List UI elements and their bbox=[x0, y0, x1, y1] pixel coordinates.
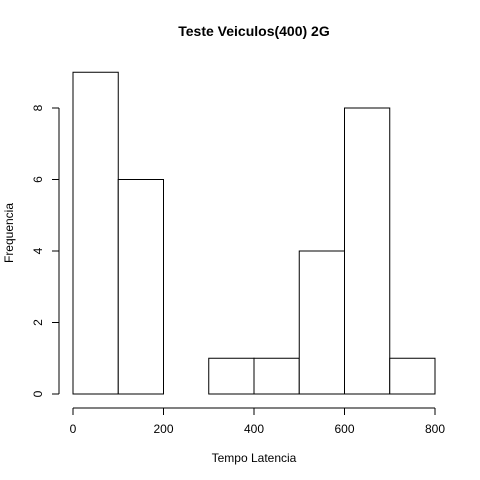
y-axis: 0 2 4 6 8 bbox=[31, 104, 60, 397]
histogram-bar bbox=[208, 357, 255, 395]
y-tick-label: 0 bbox=[31, 390, 45, 397]
histogram-bar bbox=[72, 71, 119, 395]
x-axis-label: Tempo Latencia bbox=[212, 451, 297, 465]
x-tick-label: 600 bbox=[334, 422, 354, 436]
histogram-bar bbox=[344, 107, 391, 395]
histogram-bar bbox=[117, 179, 164, 395]
histogram-bar bbox=[389, 357, 436, 395]
x-tick-label: 0 bbox=[70, 422, 77, 436]
y-tick-label: 2 bbox=[31, 319, 45, 326]
y-tick-label: 6 bbox=[31, 176, 45, 183]
y-tick-label: 4 bbox=[31, 247, 45, 254]
histogram-bar bbox=[298, 250, 345, 395]
x-axis: 0 200 400 600 800 bbox=[70, 407, 445, 436]
x-tick-label: 400 bbox=[244, 422, 264, 436]
bars-group bbox=[72, 71, 436, 395]
y-tick-label: 8 bbox=[31, 104, 45, 111]
x-tick-label: 200 bbox=[153, 422, 173, 436]
histogram-bar bbox=[253, 357, 300, 395]
x-tick-label: 800 bbox=[425, 422, 445, 436]
chart-title: Teste Veiculos(400) 2G bbox=[178, 23, 330, 39]
y-axis-label: Frequencia bbox=[2, 203, 16, 263]
